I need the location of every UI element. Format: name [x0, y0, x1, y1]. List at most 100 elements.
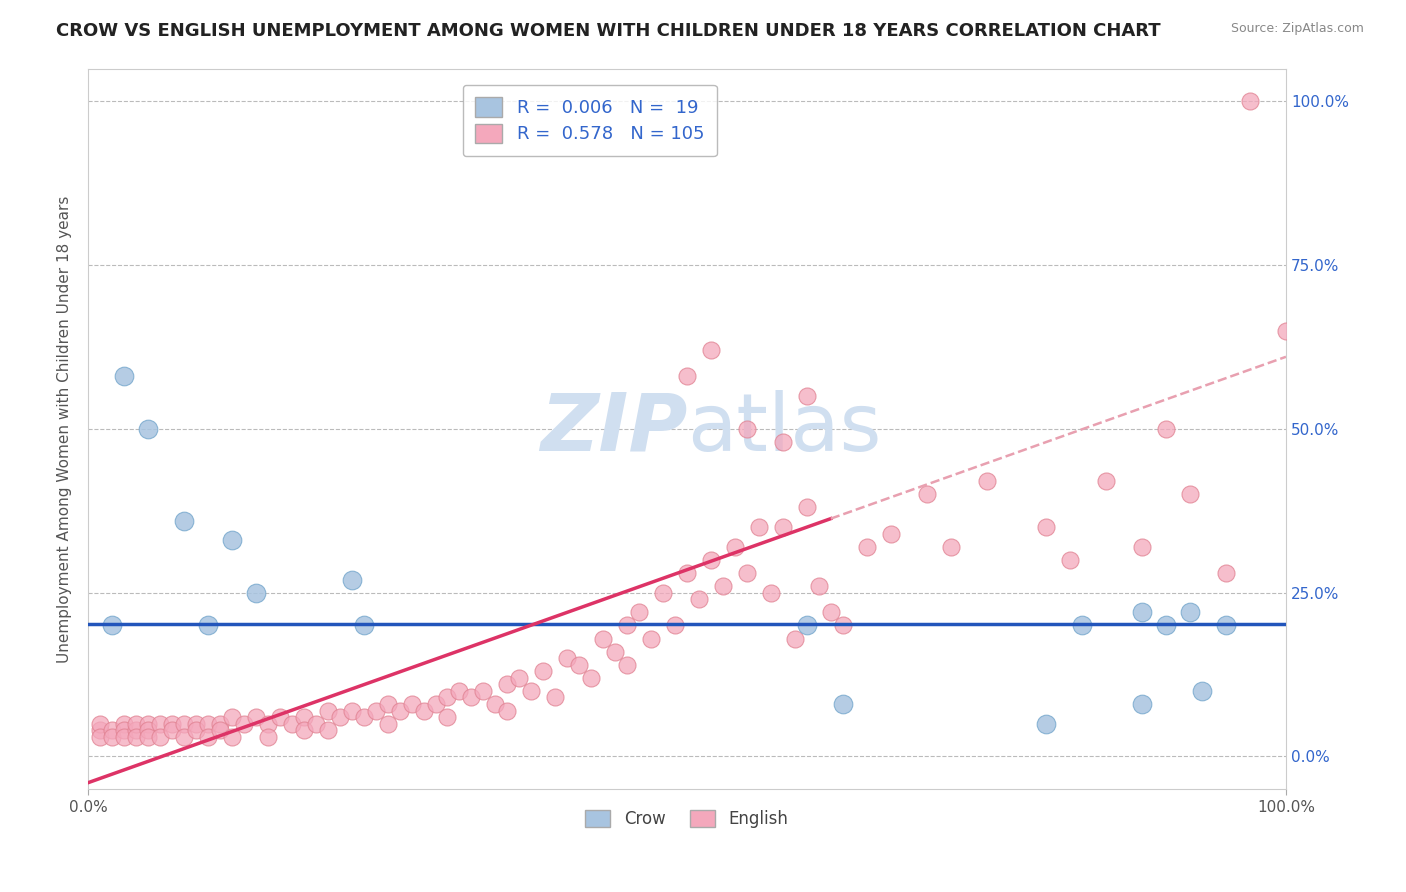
Point	[772, 520, 794, 534]
Point	[149, 730, 172, 744]
Point	[700, 343, 723, 358]
Point	[197, 716, 219, 731]
Point	[340, 573, 363, 587]
Point	[820, 605, 842, 619]
Text: CROW VS ENGLISH UNEMPLOYMENT AMONG WOMEN WITH CHILDREN UNDER 18 YEARS CORRELATIO: CROW VS ENGLISH UNEMPLOYMENT AMONG WOMEN…	[56, 22, 1161, 40]
Point	[544, 690, 567, 705]
Point	[531, 665, 554, 679]
Point	[652, 585, 675, 599]
Point	[616, 657, 638, 672]
Point	[1130, 605, 1153, 619]
Point	[112, 369, 135, 384]
Point	[700, 553, 723, 567]
Point	[796, 389, 818, 403]
Point	[149, 716, 172, 731]
Point	[772, 434, 794, 449]
Point	[112, 723, 135, 738]
Point	[125, 730, 148, 744]
Point	[173, 730, 195, 744]
Point	[101, 618, 124, 632]
Point	[160, 716, 183, 731]
Point	[136, 716, 159, 731]
Point	[1275, 324, 1298, 338]
Point	[735, 422, 758, 436]
Point	[939, 540, 962, 554]
Point	[1071, 618, 1094, 632]
Point	[1191, 684, 1213, 698]
Point	[735, 566, 758, 580]
Point	[364, 704, 387, 718]
Text: ZIP: ZIP	[540, 390, 688, 468]
Y-axis label: Unemployment Among Women with Children Under 18 years: Unemployment Among Women with Children U…	[58, 195, 72, 663]
Point	[520, 684, 543, 698]
Point	[89, 730, 111, 744]
Point	[496, 677, 519, 691]
Point	[605, 645, 627, 659]
Point	[221, 710, 243, 724]
Point	[173, 716, 195, 731]
Point	[592, 632, 614, 646]
Point	[436, 710, 458, 724]
Point	[796, 618, 818, 632]
Point	[136, 730, 159, 744]
Point	[676, 566, 699, 580]
Point	[401, 697, 423, 711]
Point	[1130, 540, 1153, 554]
Point	[412, 704, 434, 718]
Point	[1035, 716, 1057, 731]
Point	[676, 369, 699, 384]
Point	[173, 514, 195, 528]
Point	[976, 475, 998, 489]
Point	[759, 585, 782, 599]
Point	[1130, 697, 1153, 711]
Point	[125, 723, 148, 738]
Point	[160, 723, 183, 738]
Point	[377, 716, 399, 731]
Point	[1178, 605, 1201, 619]
Point	[484, 697, 506, 711]
Point	[245, 585, 267, 599]
Point	[269, 710, 291, 724]
Point	[748, 520, 770, 534]
Point	[449, 684, 471, 698]
Point	[472, 684, 495, 698]
Point	[1239, 95, 1261, 109]
Point	[197, 618, 219, 632]
Point	[112, 716, 135, 731]
Point	[184, 723, 207, 738]
Point	[724, 540, 747, 554]
Point	[664, 618, 686, 632]
Point	[232, 716, 254, 731]
Point	[208, 716, 231, 731]
Text: Source: ZipAtlas.com: Source: ZipAtlas.com	[1230, 22, 1364, 36]
Point	[89, 723, 111, 738]
Point	[353, 710, 375, 724]
Point	[688, 592, 710, 607]
Point	[340, 704, 363, 718]
Point	[640, 632, 662, 646]
Point	[831, 697, 853, 711]
Point	[1154, 618, 1177, 632]
Point	[796, 500, 818, 515]
Point	[208, 723, 231, 738]
Point	[136, 422, 159, 436]
Point	[136, 723, 159, 738]
Legend: Crow, English: Crow, English	[579, 804, 796, 835]
Point	[1178, 487, 1201, 501]
Point	[377, 697, 399, 711]
Point	[616, 618, 638, 632]
Point	[184, 716, 207, 731]
Point	[256, 716, 278, 731]
Point	[581, 671, 603, 685]
Point	[1215, 566, 1237, 580]
Point	[101, 723, 124, 738]
Point	[508, 671, 530, 685]
Point	[305, 716, 328, 731]
Point	[915, 487, 938, 501]
Point	[1154, 422, 1177, 436]
Point	[112, 730, 135, 744]
Point	[831, 618, 853, 632]
Point	[460, 690, 482, 705]
Point	[425, 697, 447, 711]
Point	[329, 710, 352, 724]
